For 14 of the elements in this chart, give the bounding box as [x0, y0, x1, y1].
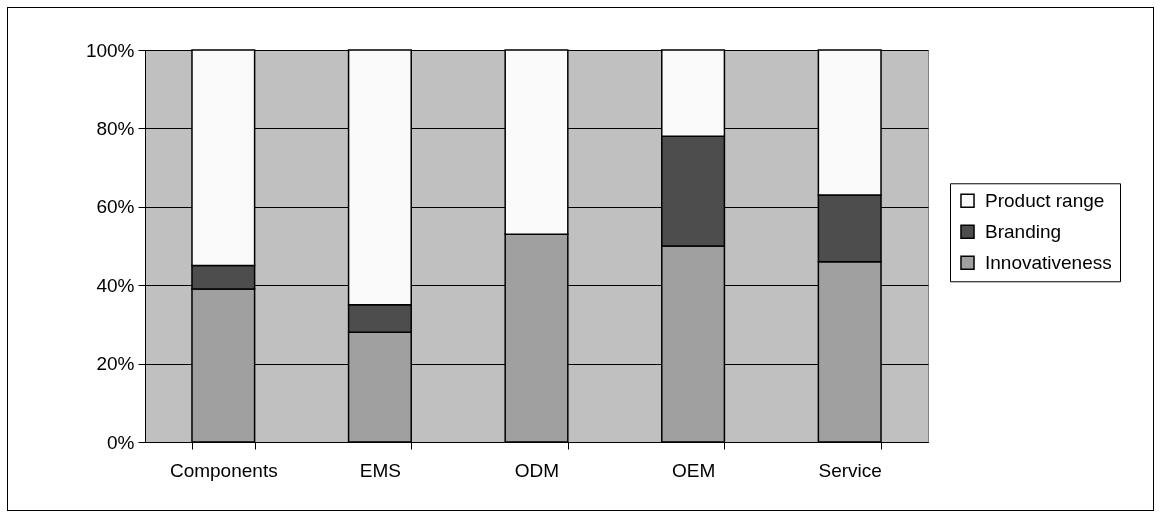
legend-label: Innovativeness	[985, 251, 1112, 273]
x-tick-label: Components	[169, 459, 278, 481]
x-tick-label: EMS	[359, 459, 401, 481]
y-tick-label: 20%	[96, 353, 135, 375]
y-tick-label: 100%	[85, 39, 135, 61]
y-tick-label: 80%	[96, 117, 135, 139]
x-tick-label: Service	[818, 459, 882, 481]
x-tick-label: ODM	[514, 459, 560, 481]
x-tick-label: OEM	[671, 459, 716, 481]
legend-label: Product range	[985, 189, 1105, 211]
y-tick-label: 0%	[107, 431, 135, 453]
y-tick-label: 40%	[96, 274, 135, 296]
y-tick-label: 60%	[96, 196, 135, 218]
legend-label: Branding	[985, 220, 1062, 242]
